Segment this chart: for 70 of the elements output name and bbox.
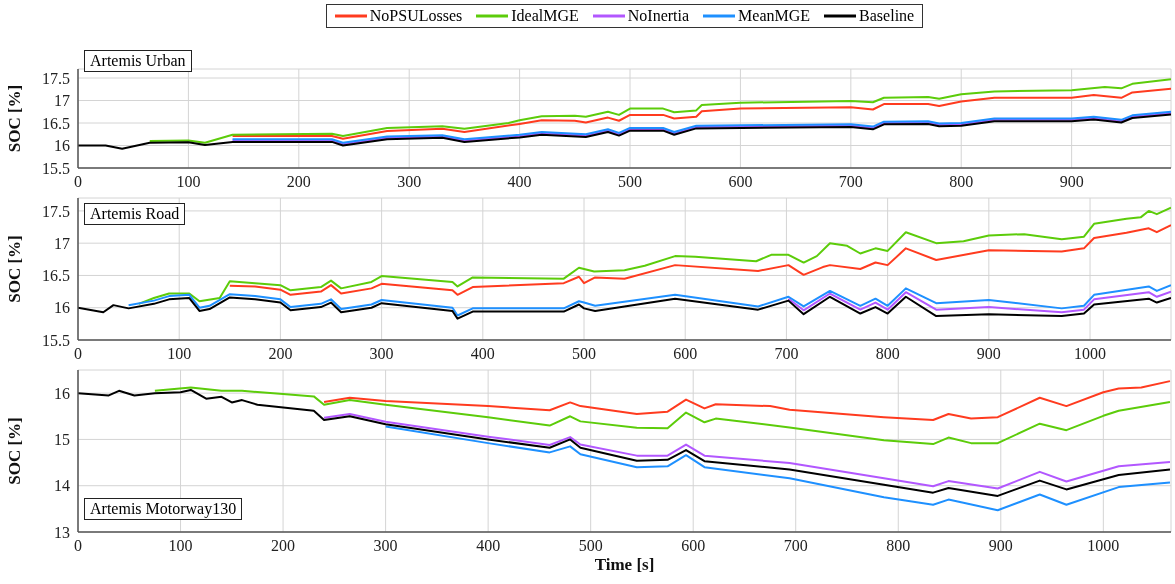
line-series [78, 113, 1171, 150]
y-tick-label: 16 [54, 299, 70, 317]
line-series [323, 380, 1171, 421]
x-tick-label: 0 [74, 537, 82, 555]
legend-label: MeanMGE [737, 7, 811, 25]
x-tick-label: 1000 [1087, 537, 1120, 555]
x-tick-label: 100 [168, 537, 193, 555]
x-tick-label: 400 [470, 345, 495, 363]
x-tick-label: 600 [728, 173, 753, 191]
line-series [78, 295, 1171, 320]
x-tick-label: 500 [572, 345, 597, 363]
x-tick-label: 600 [673, 345, 698, 363]
x-tick-label: 200 [271, 537, 296, 555]
legend-label: IdealMGE [510, 7, 579, 25]
x-tick-label: 400 [476, 537, 501, 555]
line-series [153, 386, 1171, 446]
y-tick-label: 14 [54, 477, 70, 495]
x-tick-label: 900 [976, 345, 1001, 363]
y-tick-label: 16 [54, 384, 70, 402]
y-tick-label: 15 [54, 431, 70, 449]
legend-label: NoPSULosses [368, 7, 463, 25]
annotation: Artemis Motorway130 [84, 498, 243, 520]
x-tick-label: 300 [373, 537, 398, 555]
x-tick-label: 600 [681, 537, 706, 555]
line-series [231, 87, 1171, 140]
x-tick-label: 300 [397, 173, 422, 191]
annotation: Artemis Urban [84, 50, 192, 72]
y-tick-label: 15.5 [42, 331, 70, 349]
line-series [787, 290, 1171, 314]
x-tick-label: 500 [578, 537, 603, 555]
line-series [78, 388, 1171, 497]
x-tick-label: 0 [74, 173, 82, 191]
x-tick-label: 300 [369, 345, 394, 363]
legend-label: NoInertia [626, 7, 690, 25]
legend-label: Baseline [858, 7, 915, 25]
x-tick-label: 700 [783, 537, 808, 555]
annotation: Artemis Road [84, 203, 186, 225]
x-tick-label: 800 [886, 537, 911, 555]
line-series [148, 78, 1171, 144]
y-tick-label: 16.5 [42, 114, 70, 132]
line-series [127, 284, 1171, 317]
x-tick-label: 100 [167, 345, 192, 363]
x-tick-label: 800 [875, 345, 900, 363]
x-tick-label: 1000 [1074, 345, 1107, 363]
y-tick-label: 17.5 [42, 202, 70, 220]
y-tick-label: 15.5 [42, 159, 70, 177]
x-tick-label: 700 [774, 345, 799, 363]
x-tick-label: 500 [618, 173, 643, 191]
x-tick-label: 900 [1059, 173, 1084, 191]
y-axis-title: SOC [%] [5, 417, 25, 485]
line-series [384, 425, 1171, 512]
line-series [228, 224, 1171, 296]
x-tick-label: 800 [949, 173, 974, 191]
y-tick-label: 17.5 [42, 69, 70, 87]
y-tick-label: 17 [54, 234, 70, 252]
y-tick-label: 17 [54, 92, 70, 110]
x-tick-label: 700 [838, 173, 863, 191]
x-tick-label: 100 [176, 173, 201, 191]
x-tick-label: 900 [988, 537, 1013, 555]
y-axis-title: SOC [%] [5, 84, 25, 153]
y-axis-title: SOC [%] [5, 235, 25, 303]
x-tick-label: 200 [268, 345, 293, 363]
x-axis-title: Time [s] [594, 555, 655, 574]
x-tick-label: 0 [74, 345, 82, 363]
y-tick-label: 16.5 [42, 267, 70, 285]
y-tick-label: 13 [54, 523, 70, 541]
x-tick-label: 400 [507, 173, 532, 191]
x-tick-label: 200 [286, 173, 311, 191]
y-tick-label: 16 [54, 137, 70, 155]
line-series [323, 412, 1171, 490]
